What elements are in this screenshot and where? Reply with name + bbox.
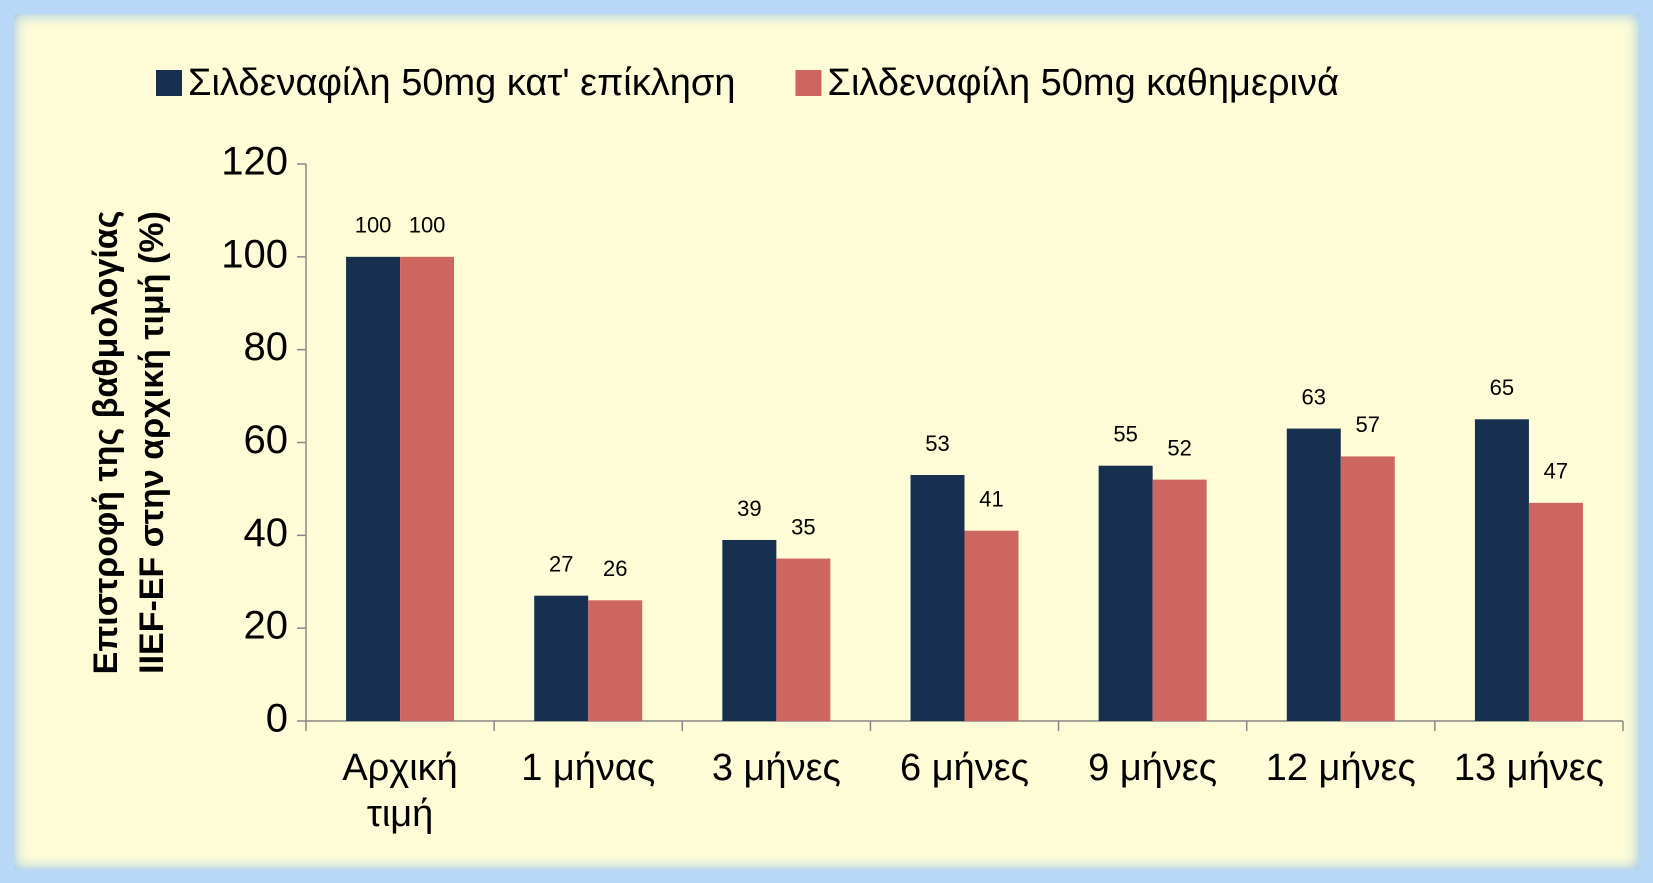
bar [776,558,831,721]
bar [1286,428,1341,721]
data-label: 35 [791,514,815,539]
data-label: 100 [355,213,392,238]
x-tick-label: 3 μήνες [711,747,841,789]
y-tick-label: 20 [244,604,289,648]
data-label: 41 [979,487,1003,512]
legend-swatch [795,70,822,96]
bar [1474,419,1529,721]
y-tick-label: 120 [221,140,288,184]
bar [1152,479,1207,721]
data-label: 100 [409,213,446,238]
data-label: 53 [925,431,949,456]
data-label: 52 [1167,435,1191,460]
x-tick-label: 13 μήνες [1453,747,1604,789]
data-label: 63 [1302,384,1326,409]
bar [346,256,401,721]
y-tick-label: 40 [244,511,289,555]
y-tick-label: 100 [221,232,288,276]
bar [910,474,965,721]
bar [964,530,1019,721]
bar [534,595,589,721]
data-label: 57 [1356,412,1380,437]
data-label: 26 [603,556,627,581]
x-tick-label: 12 μήνες [1265,747,1416,789]
x-tick-label: 1 μήνας [521,747,656,789]
y-axis-title: Επιστροφή της βαθμολογίας [87,211,125,675]
y-axis-title: IIEF-EF στην αρχική τιμή (%) [133,211,171,674]
x-tick-label: Αρχική τιμή [342,747,458,835]
bar [722,539,777,721]
data-label: 27 [549,551,573,576]
bar [1528,502,1583,721]
legend-label: Σιλδεναφίλη 50mg κατ' επίκληση [188,62,735,104]
x-tick-label: 9 μήνες [1088,747,1218,789]
data-label: 65 [1490,375,1514,400]
data-label: 55 [1113,422,1137,447]
data-label: 47 [1544,459,1568,484]
data-label: 39 [737,496,761,521]
y-tick-label: 80 [244,325,289,369]
bar [588,600,643,721]
x-tick-label: 6 μήνες [900,747,1029,789]
bar [1340,456,1395,721]
legend-swatch [156,70,182,96]
y-tick-label: 0 [266,697,288,741]
bar [400,256,455,721]
bar [1098,465,1153,721]
legend-label: Σιλδεναφίλη 50mg καθημερινά [827,62,1338,104]
y-tick-label: 60 [244,418,289,462]
